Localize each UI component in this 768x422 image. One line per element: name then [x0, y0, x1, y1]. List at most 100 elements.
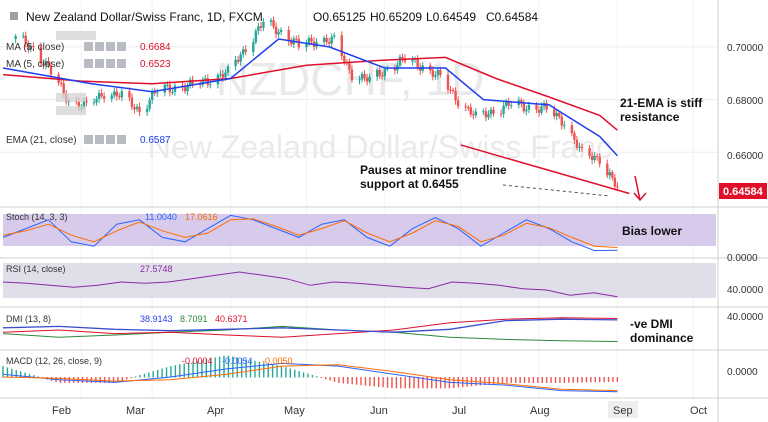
- candle: [340, 31, 344, 61]
- hidden-legend-2[interactable]: [56, 93, 86, 102]
- dmi-note-line1: -ve DMI: [630, 317, 673, 331]
- legend-tool-icon[interactable]: [95, 42, 104, 51]
- candle: [504, 98, 508, 109]
- adx-line: [2, 318, 618, 333]
- candle: [49, 61, 53, 79]
- candle: [244, 45, 247, 56]
- candle: [560, 113, 563, 130]
- legend-toolbar-row: [56, 31, 96, 115]
- price-legend-value: 0.6523: [140, 59, 171, 70]
- legend-tool-icon[interactable]: [84, 59, 93, 68]
- ema-note-line1: 21-EMA is stiff: [620, 96, 703, 110]
- macd-signal-value: -0.0050: [262, 356, 293, 366]
- last-price-text: 0.64584: [723, 186, 764, 198]
- candle: [525, 105, 528, 116]
- candle: [590, 151, 594, 165]
- candle: [44, 58, 48, 70]
- candle: [482, 108, 485, 116]
- candle: [199, 80, 202, 89]
- candle: [22, 32, 25, 39]
- candle: [398, 54, 402, 69]
- candle: [236, 55, 240, 64]
- collapse-icon[interactable]: [10, 12, 18, 20]
- hidden-legend-3[interactable]: [56, 106, 86, 115]
- price-legend-value: 0.6587: [140, 135, 171, 146]
- open-value: O0.65125: [313, 10, 366, 24]
- candle: [95, 96, 98, 106]
- candle: [608, 168, 612, 180]
- candle: [456, 96, 460, 109]
- stoch-band: [3, 214, 716, 246]
- candle: [92, 98, 96, 106]
- month-jun: Jun: [370, 405, 388, 417]
- stoch-axis-tick: 0.0000: [727, 253, 758, 264]
- price-legend-label: EMA (21, close): [6, 135, 77, 146]
- candle: [563, 120, 566, 130]
- rsi-band: [3, 263, 716, 298]
- candle: [259, 22, 263, 32]
- macd-axis-tick: 0.0000: [727, 367, 758, 378]
- candle: [333, 32, 336, 40]
- price-legend-label: MA (5, close): [6, 42, 64, 53]
- candle: [522, 99, 526, 114]
- candle: [472, 110, 475, 120]
- candle: [239, 51, 242, 66]
- dmi-adx-value: 38.9143: [140, 314, 173, 324]
- price-tick-068: 0.68000: [727, 96, 764, 107]
- candle: [588, 145, 591, 159]
- watermark-symbol: NZDCHF, 1D: [216, 53, 484, 105]
- candle: [97, 89, 101, 104]
- month-mar: Mar: [126, 405, 145, 417]
- hidden-legend-1[interactable]: [56, 31, 96, 40]
- month-oct: Oct: [690, 405, 707, 417]
- candle: [85, 96, 88, 107]
- candle: [226, 63, 230, 76]
- macd-value: -0.0054: [222, 356, 253, 366]
- legend-tool-icon[interactable]: [117, 42, 126, 51]
- candle: [464, 102, 467, 111]
- candle: [575, 135, 579, 151]
- candle: [279, 27, 283, 35]
- month-aug: Aug: [530, 405, 550, 417]
- candle: [148, 97, 151, 112]
- legend-tool-icon[interactable]: [84, 135, 93, 144]
- candle: [130, 93, 134, 111]
- candle: [171, 88, 174, 95]
- down-arrow-icon: [633, 175, 647, 202]
- legend-tool-icon[interactable]: [106, 135, 115, 144]
- candle: [59, 79, 63, 87]
- close-value: C0.64584: [486, 10, 538, 24]
- candle: [277, 28, 280, 38]
- candle: [555, 109, 558, 121]
- candle: [219, 70, 222, 78]
- candle: [492, 106, 495, 117]
- candle: [487, 110, 490, 120]
- watermark-name: New Zealand Dollar/Swiss Franc: [148, 129, 612, 165]
- candle: [128, 87, 131, 102]
- candle: [272, 16, 275, 30]
- candle: [499, 109, 503, 118]
- candle: [287, 25, 290, 46]
- dmi-minus-line: [2, 317, 618, 338]
- legend-tool-icon[interactable]: [95, 59, 104, 68]
- candle: [254, 28, 258, 45]
- legend-tool-icon[interactable]: [117, 135, 126, 144]
- dmi-minus-value: 40.6371: [215, 314, 248, 324]
- candle: [467, 104, 470, 112]
- last-price-label: [719, 183, 767, 199]
- candle: [252, 38, 255, 57]
- candle: [418, 62, 422, 75]
- price-legend-value: 0.6684: [140, 42, 171, 53]
- candle: [580, 143, 584, 152]
- candle: [593, 151, 596, 163]
- legend-tool-icon[interactable]: [117, 59, 126, 68]
- legend-tool-icon[interactable]: [95, 135, 104, 144]
- candle: [611, 170, 614, 181]
- candle: [393, 64, 397, 75]
- legend-tool-icon[interactable]: [106, 59, 115, 68]
- legend-tool-icon[interactable]: [84, 42, 93, 51]
- macd-signal-line: [2, 364, 618, 392]
- legend-tool-icon[interactable]: [106, 42, 115, 51]
- price-tick-070: 0.70000: [727, 43, 764, 54]
- candle: [598, 153, 601, 168]
